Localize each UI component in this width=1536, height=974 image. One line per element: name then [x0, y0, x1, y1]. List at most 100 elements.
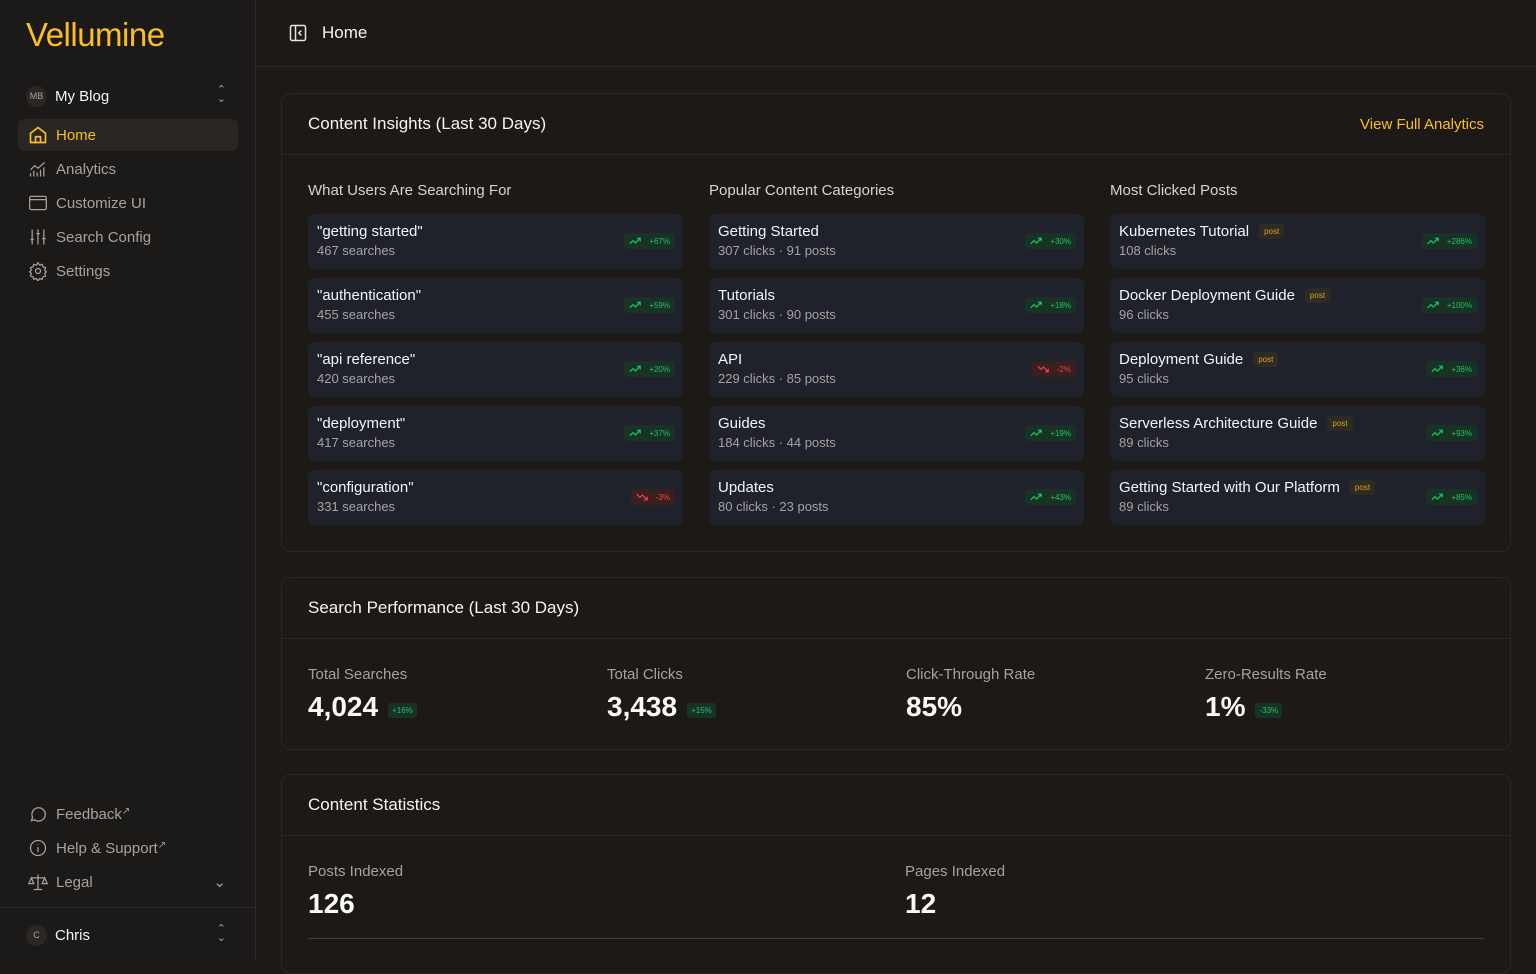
list-item[interactable]: Updates 80 clicks · 23 posts +43% — [709, 470, 1084, 525]
stat-click-through-rate: Click-Through Rate 85% — [906, 666, 1035, 723]
workspace-name: My Blog — [55, 87, 110, 105]
content-statistics-card: Content Statistics Posts Indexed 126 Pages… — [281, 774, 1511, 974]
stat-value: 12 — [905, 888, 937, 919]
trend-badge: -2% — [1031, 361, 1076, 377]
item-title: Serverless Architecture Guide — [1119, 415, 1318, 432]
sidebar-item-search-config[interactable]: Search Config — [18, 221, 238, 253]
list-item[interactable]: "api reference" 420 searches +20% — [308, 342, 683, 397]
trend-up-icon — [1427, 301, 1439, 309]
stat-total-searches: Total Searches 4,024 +16% — [308, 666, 417, 723]
workspace-switcher[interactable]: MB My Blog ⌃ ⌄ — [26, 84, 226, 108]
sidebar-item-customize-ui[interactable]: Customize UI — [18, 187, 238, 219]
sidebar-item-help[interactable]: Help & Support↗ — [18, 832, 238, 864]
stat-pages-indexed: Pages Indexed 12 — [905, 863, 1005, 920]
trend-up-icon — [1030, 493, 1043, 501]
item-title: "getting started" — [317, 223, 423, 240]
item-title: Updates — [718, 479, 774, 496]
sidebar-item-label: Legal — [56, 873, 93, 891]
sidebar-toggle-icon[interactable] — [288, 23, 308, 43]
trend-down-icon — [636, 493, 648, 501]
stat-label: Click-Through Rate — [906, 666, 1036, 683]
gear-icon — [28, 261, 48, 281]
column-title: Most Clicked Posts — [1110, 182, 1238, 199]
item-subtitle: 96 clicks — [1119, 307, 1169, 322]
sidebar-item-feedback[interactable]: Feedback↗ — [18, 798, 238, 830]
item-title: "api reference" — [317, 351, 416, 368]
card-title: Search Performance (Last 30 Days) — [308, 598, 580, 617]
stat-value: 126 — [308, 888, 355, 919]
sidebar-item-settings[interactable]: Settings — [18, 255, 238, 287]
item-subtitle: 89 clicks — [1119, 499, 1169, 514]
categories-column: Popular Content Categories Getting Start… — [709, 182, 1084, 534]
trend-badge: +286% — [1421, 233, 1477, 249]
item-subtitle: 89 clicks — [1119, 435, 1169, 450]
item-subtitle: 229 clicks · 85 posts — [718, 371, 836, 386]
list-item[interactable]: Docker Deployment Guide post 96 clicks +1… — [1110, 278, 1485, 333]
item-subtitle: 331 searches — [317, 499, 396, 514]
trend-up-icon — [629, 301, 642, 309]
change-badge: -33% — [1255, 702, 1283, 718]
trend-badge: +100% — [1421, 297, 1477, 313]
sliders-icon — [30, 229, 46, 245]
trend-badge: +36% — [1426, 361, 1477, 377]
list-item[interactable]: Getting Started with Our Platform post 89… — [1110, 470, 1485, 525]
list-item[interactable]: Serverless Architecture Guide post 89 cli… — [1110, 406, 1485, 461]
item-subtitle: 184 clicks · 44 posts — [718, 435, 836, 450]
user-menu[interactable]: C Chris ⌃ ⌄ — [26, 923, 226, 947]
post-tag: post — [1259, 224, 1285, 239]
change-badge: +15% — [687, 702, 716, 718]
item-subtitle: 80 clicks · 23 posts — [718, 499, 829, 514]
item-title: Tutorials — [718, 287, 775, 304]
trend-up-icon — [1431, 365, 1444, 373]
top-bar: Home — [256, 0, 1536, 67]
list-item[interactable]: "deployment" 417 searches +37% — [308, 406, 683, 461]
item-title: Kubernetes Tutorial — [1119, 223, 1250, 240]
view-full-analytics-link[interactable]: View Full Analytics — [1360, 115, 1484, 133]
item-subtitle: 417 searches — [317, 435, 396, 450]
sidebar-item-label: Settings — [56, 262, 111, 280]
list-item[interactable]: API 229 clicks · 85 posts -2% — [709, 342, 1084, 397]
trend-badge: +37% — [624, 425, 675, 441]
sidebar-item-home[interactable]: Home — [18, 119, 238, 151]
stat-posts-indexed: Posts Indexed 126 — [308, 863, 403, 920]
list-item[interactable]: "getting started" 467 searches +67% — [308, 214, 683, 269]
divider — [308, 938, 1484, 939]
list-item[interactable]: Tutorials 301 clicks · 90 posts +18% — [709, 278, 1084, 333]
stat-value: 85% — [906, 691, 963, 722]
trend-up-icon — [1030, 237, 1043, 245]
home-icon — [29, 126, 47, 144]
list-item[interactable]: Getting Started 307 clicks · 91 posts +3… — [709, 214, 1084, 269]
trend-badge: +43% — [1025, 489, 1076, 505]
user-avatar: C — [26, 924, 47, 946]
trend-badge: +19% — [1025, 425, 1076, 441]
item-title: Getting Started with Our Platform — [1119, 479, 1340, 496]
item-title: "deployment" — [317, 415, 406, 432]
trend-up-icon — [1431, 493, 1444, 501]
sidebar-item-label: Feedback↗ — [56, 805, 131, 823]
item-title: Docker Deployment Guide — [1119, 287, 1295, 304]
item-subtitle: 307 clicks · 91 posts — [718, 243, 836, 258]
browser-icon — [29, 195, 47, 211]
sidebar-item-analytics[interactable]: Analytics — [18, 153, 238, 185]
list-item[interactable]: Kubernetes Tutorial post 108 clicks +286% — [1110, 214, 1485, 269]
stat-value: 1% — [1205, 691, 1246, 722]
list-item[interactable]: Deployment Guide post 95 clicks +36% — [1110, 342, 1485, 397]
trend-up-icon — [629, 237, 642, 245]
logo: Vellumine — [26, 16, 165, 53]
scale-icon — [28, 874, 48, 891]
list-item[interactable]: "configuration" 331 searches -3% — [308, 470, 683, 525]
trend-up-icon — [629, 429, 642, 437]
trend-badge: +59% — [624, 297, 675, 313]
external-link-icon: ↗ — [121, 805, 131, 817]
sidebar-item-label: Search Config — [56, 228, 152, 246]
sidebar-item-legal[interactable]: Legal ⌄ — [18, 866, 238, 898]
stat-value: 4,024 — [308, 691, 379, 722]
stat-total-clicks: Total Clicks 3,438 +15% — [607, 666, 716, 723]
sidebar-item-label: Home — [56, 126, 97, 144]
searches-column: What Users Are Searching For "getting st… — [308, 182, 683, 534]
list-item[interactable]: Guides 184 clicks · 44 posts +19% — [709, 406, 1084, 461]
list-item[interactable]: "authentication" 455 searches +59% — [308, 278, 683, 333]
info-icon — [29, 839, 47, 857]
item-subtitle: 95 clicks — [1119, 371, 1169, 386]
posts-column: Most Clicked Posts Kubernetes Tutorial po… — [1110, 182, 1485, 534]
